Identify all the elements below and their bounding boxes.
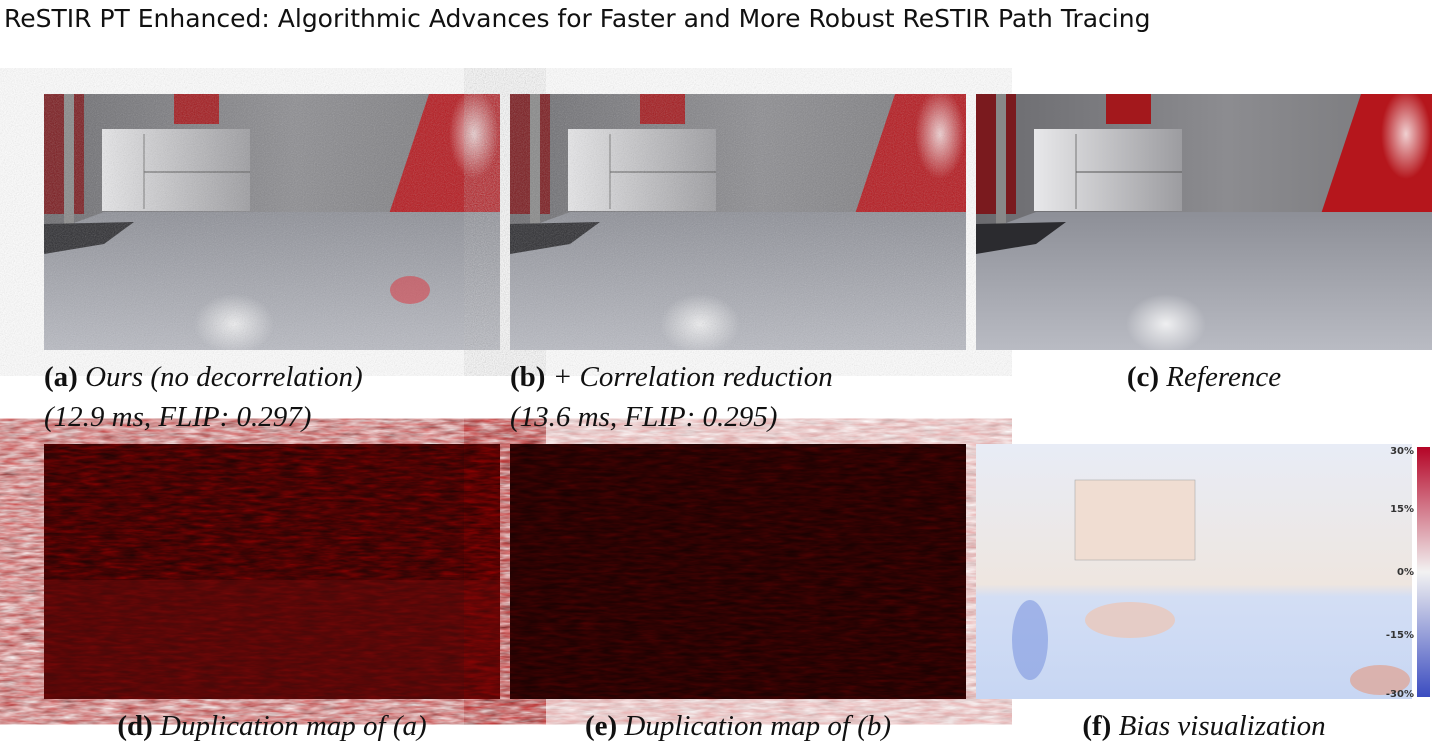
caption-label: (d) <box>117 710 153 742</box>
image-e <box>510 444 966 699</box>
image-f: 30% 15% 0% -15% -30% <box>976 444 1430 700</box>
colorbar-tick: -15% <box>1386 630 1414 641</box>
colorbar-tick: 30% <box>1390 446 1414 457</box>
caption-label: (c) <box>1126 361 1160 393</box>
caption-label: (e) <box>584 710 618 742</box>
paper-title: ReSTIR PT Enhanced: Algorithmic Advances… <box>4 4 1151 33</box>
caption-text: Bias visualization <box>1118 710 1326 742</box>
colorbar-tick: 15% <box>1390 504 1414 515</box>
colorbar <box>1417 447 1430 697</box>
caption-e: (e) Duplication map of (b) <box>510 706 966 746</box>
caption-text: Duplication map of (b) <box>624 710 892 742</box>
caption-label: (b) <box>510 361 546 393</box>
caption-text: Duplication map of (a) <box>160 710 427 742</box>
colorbar-tick: -30% <box>1386 689 1414 700</box>
caption-d: (d) Duplication map of (a) <box>44 706 500 746</box>
caption-detail: (13.6 ms, FLIP: 0.295) <box>510 401 778 433</box>
image-a <box>44 94 500 350</box>
caption-text: Ours (no decorrelation) <box>85 361 363 393</box>
caption-detail: (12.9 ms, FLIP: 0.297) <box>44 401 312 433</box>
caption-text: Reference <box>1166 361 1282 393</box>
image-c <box>976 94 1432 350</box>
image-d <box>44 444 500 699</box>
colorbar-tick: 0% <box>1397 567 1414 578</box>
caption-label: (f) <box>1082 710 1112 742</box>
caption-c: (c) Reference <box>976 357 1432 397</box>
image-b <box>510 94 966 350</box>
caption-text: + Correlation reduction <box>552 361 833 393</box>
caption-a: (a) Ours (no decorrelation) (12.9 ms, FL… <box>44 357 363 437</box>
caption-label: (a) <box>44 361 78 393</box>
caption-f: (f) Bias visualization <box>976 706 1432 746</box>
caption-b: (b) + Correlation reduction (13.6 ms, FL… <box>510 357 833 437</box>
